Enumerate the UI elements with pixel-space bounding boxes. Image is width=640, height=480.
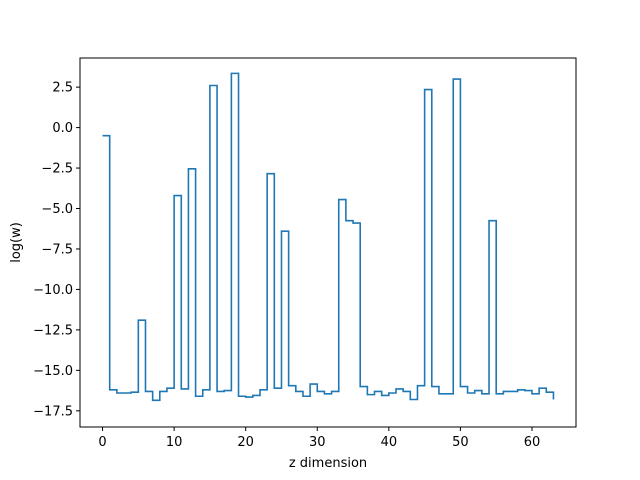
y-axis-ticks: 2.5 0.0 −2.5 −5.0 −7.5 −10.0 −12.5 −15.0 −17.5 — [33, 81, 80, 419]
y-tick-label: −12.5 — [33, 323, 73, 338]
y-tick-label: −2.5 — [41, 162, 73, 177]
x-tick-label: 20 — [237, 435, 254, 450]
x-tick-label: 50 — [452, 435, 469, 450]
y-tick-label: −7.5 — [41, 242, 73, 257]
y-tick-label: −10.0 — [33, 283, 73, 298]
series-line-0 — [102, 72, 555, 402]
y-tick-label: −5.0 — [41, 202, 73, 217]
x-tick-label: 30 — [309, 435, 326, 450]
y-axis-label: log(w) — [9, 222, 24, 263]
x-tick-label: 0 — [98, 435, 106, 450]
y-tick-label: 0.0 — [52, 121, 73, 136]
y-tick-label: 2.5 — [52, 81, 73, 96]
x-axis-ticks: 0 10 20 30 40 50 60 — [98, 427, 540, 450]
x-axis-label: z dimension — [289, 456, 367, 471]
plot-area — [102, 72, 555, 402]
y-tick-label: −17.5 — [33, 404, 73, 419]
x-tick-label: 40 — [381, 435, 398, 450]
x-tick-label: 60 — [524, 435, 541, 450]
axes-frame — [79, 57, 577, 428]
x-tick-label: 10 — [166, 435, 183, 450]
y-tick-label: −15.0 — [33, 364, 73, 379]
